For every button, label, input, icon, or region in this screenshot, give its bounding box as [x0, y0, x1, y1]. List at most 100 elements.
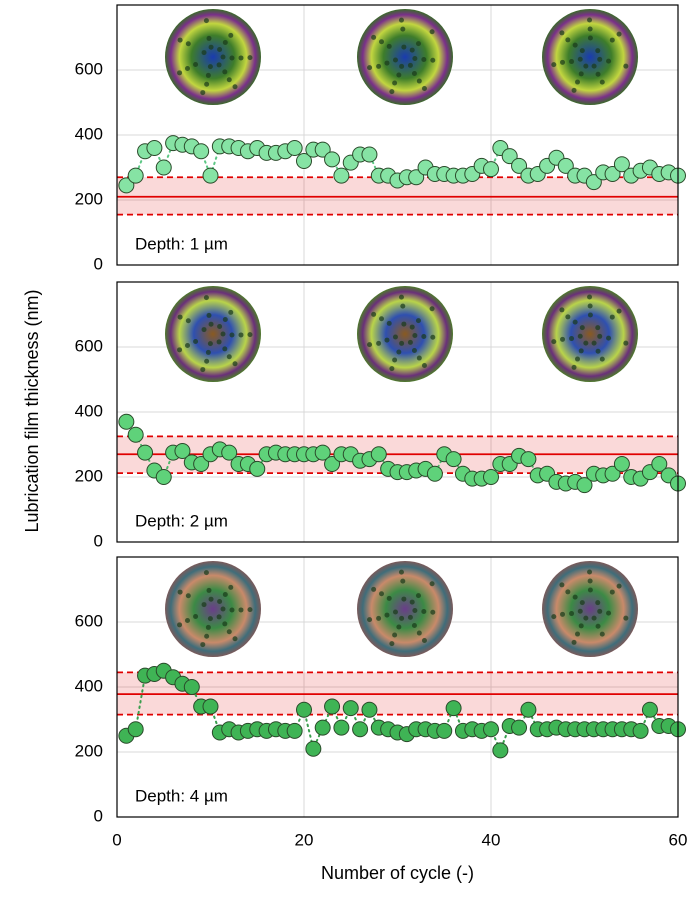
y-axis-label: Lubrication film thickness (nm) [22, 289, 42, 532]
film-image-dot [421, 637, 427, 643]
film-image-dot [200, 367, 206, 373]
y-tick-label: 600 [75, 611, 103, 630]
film-image-dot [623, 615, 629, 621]
film-image-dot [386, 43, 392, 49]
film-image-dot [587, 17, 593, 23]
film-image-dot [400, 26, 406, 32]
film-image-dot [376, 63, 382, 69]
film-image-dot [587, 569, 593, 575]
film-image-dot [207, 341, 213, 347]
film-image-dot [577, 333, 583, 339]
film-image-dot [595, 600, 601, 606]
film-image-disc [165, 286, 261, 382]
film-image-dot [222, 40, 228, 46]
film-image-dot [551, 339, 557, 345]
film-image-dot [232, 361, 238, 367]
film-image-dot [565, 589, 571, 595]
film-image-dot [200, 90, 206, 96]
film-image [165, 286, 261, 382]
film-image-dot [376, 340, 382, 346]
data-point [511, 157, 528, 174]
x-tick-label: 0 [112, 830, 121, 849]
film-image-dot [412, 607, 418, 613]
y-tick-label: 0 [94, 806, 103, 825]
annotation: Depth: 4 µm [135, 786, 228, 805]
film-image-dot [228, 309, 234, 315]
film-image-dot [216, 614, 222, 620]
film-image-dot [421, 334, 427, 340]
data-point [483, 721, 499, 738]
film-image-dot [623, 63, 629, 69]
film-image-dot [392, 80, 398, 86]
film-image-dot [578, 71, 584, 77]
film-image-dot [583, 615, 589, 621]
data-point [483, 161, 499, 178]
data-point [333, 167, 350, 184]
data-point [342, 700, 359, 717]
film-image-dot [599, 79, 605, 85]
film-image-dot [411, 347, 417, 353]
film-image-dot [217, 46, 223, 52]
film-image-dot [203, 18, 209, 24]
film-image-dot [399, 340, 405, 346]
data-point [127, 721, 144, 738]
film-image-dot [185, 593, 191, 599]
plot-frame [116, 4, 679, 266]
data-point [483, 469, 499, 485]
film-image [542, 9, 638, 105]
film-image-dot [407, 614, 413, 620]
film-image-dot [185, 41, 191, 47]
film-image-dot [409, 47, 415, 53]
film-image-dot [591, 340, 597, 346]
film-image-dot [193, 614, 199, 620]
film-image-dot [595, 71, 601, 77]
data-point [324, 151, 341, 168]
film-image-dot [606, 610, 612, 616]
film-image-dot [411, 622, 417, 628]
y-tick-label: 400 [75, 676, 103, 695]
film-image-dot [574, 631, 580, 637]
data-point [557, 157, 574, 174]
data-point [324, 456, 341, 472]
film-image-dot [392, 57, 398, 63]
x-tick-label: 60 [669, 830, 688, 849]
film-image-dot [201, 602, 207, 608]
film-image-dot [386, 320, 392, 326]
data-point [155, 159, 172, 176]
film-image-dot [411, 70, 417, 76]
data-point [436, 722, 453, 739]
data-point [361, 701, 378, 718]
y-tick-label: 200 [75, 189, 103, 208]
film-image-dot [384, 337, 390, 343]
film-image-dot [569, 59, 575, 65]
film-image-dot [371, 586, 377, 592]
film-image [542, 561, 638, 657]
film-image-dot [595, 348, 601, 354]
film-image-dot [409, 324, 415, 330]
film-image-dot [185, 318, 191, 324]
film-image-dot [609, 37, 615, 43]
data-point [305, 740, 322, 757]
data-point [352, 721, 369, 738]
film-image-dot [430, 609, 436, 615]
film-image-dot [559, 582, 565, 588]
film-image-dot [595, 48, 601, 54]
film-image-dot [228, 584, 234, 590]
film-image-dot [371, 34, 377, 40]
x-axis-label: Number of cycle (-) [321, 863, 474, 883]
film-image-dot [416, 630, 422, 636]
data-point [127, 167, 144, 184]
film-image-dot [579, 600, 585, 606]
film-image [542, 286, 638, 382]
film-image [357, 286, 453, 382]
film-image-dot [184, 66, 190, 72]
film-image-dot [551, 614, 557, 620]
data-point [174, 443, 191, 459]
film-image-dot [379, 39, 385, 45]
film-image-dot [367, 65, 373, 71]
data-point [314, 444, 331, 461]
film-image-dot [429, 29, 435, 35]
film-image-dot [398, 569, 404, 575]
data-point [286, 722, 303, 739]
film-image-dot [599, 631, 605, 637]
